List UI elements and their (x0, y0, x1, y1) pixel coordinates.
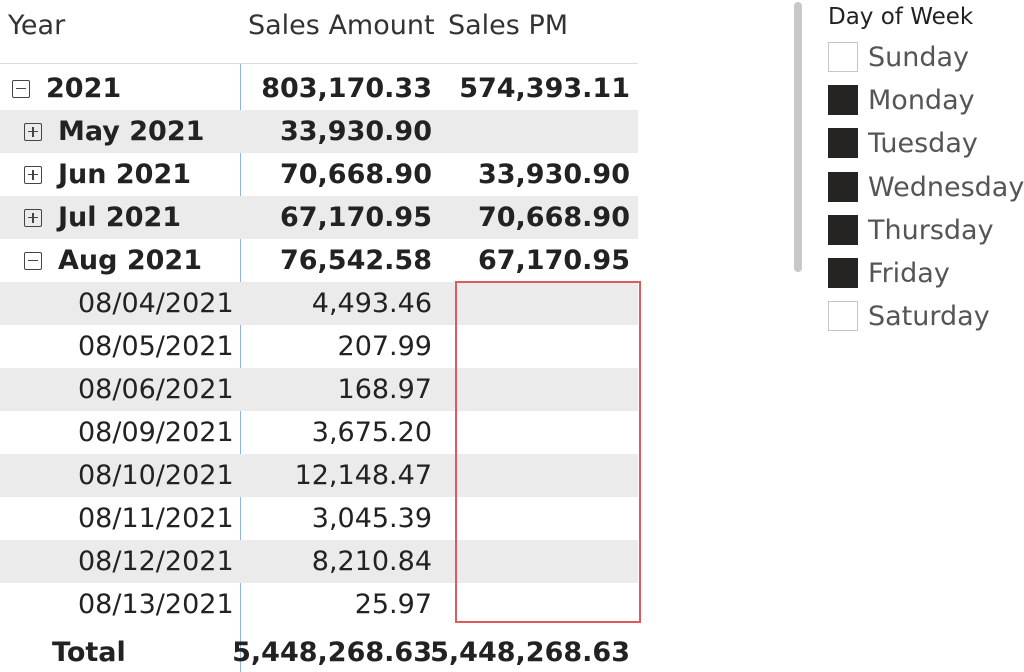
slicer-item-label: Monday (868, 84, 975, 116)
row-month-jul-2021: Jul 2021 67,170.95 70,668.90 (0, 196, 640, 239)
column-header-year[interactable]: Year (8, 9, 66, 41)
row-header-jun-2021: Jun 2021 (0, 153, 262, 196)
row-label: 08/10/2021 (78, 460, 234, 491)
collapse-icon[interactable] (24, 251, 42, 270)
row-day-08-13-2021: 08/13/2021 25.97 (0, 583, 640, 626)
expand-icon[interactable] (24, 122, 42, 141)
column-header-sales-pm[interactable]: Sales PM (448, 9, 569, 41)
sales-amount-value: 76,542.58 (279, 245, 432, 276)
total-sales-amount: 5,448,268.63 (232, 636, 432, 668)
matrix-header-row: Year Sales Amount Sales PM (0, 4, 640, 46)
header-divider (0, 63, 638, 64)
sales-pm-value: 574,393.11 (459, 73, 630, 104)
row-day-08-04-2021: 08/04/2021 4,493.46 (0, 282, 640, 325)
checkbox-icon[interactable] (828, 128, 858, 158)
row-day-08-06-2021: 08/06/2021 168.97 (0, 368, 640, 411)
sales-pm-value (440, 497, 630, 540)
slicer-item-friday[interactable]: Friday (828, 257, 950, 289)
sales-pm-value (440, 368, 630, 411)
slicer-item-thursday[interactable]: Thursday (828, 214, 994, 246)
total-sales-pm: 5,448,268.63 (430, 636, 630, 668)
row-label: 08/09/2021 (78, 417, 234, 448)
row-day-08-05-2021: 08/05/2021 207.99 (0, 325, 640, 368)
row-month-may-2021: May 2021 33,930.90 (0, 110, 640, 153)
checkbox-icon[interactable] (828, 42, 858, 72)
row-header-2021: 2021 (0, 67, 250, 110)
row-day-08-09-2021: 08/09/2021 3,675.20 (0, 411, 640, 454)
sales-pm-value: 67,170.95 (477, 245, 630, 276)
sales-pm-value (440, 325, 630, 368)
total-label: Total (52, 636, 126, 668)
sales-pm-value: 33,930.90 (477, 159, 630, 190)
slicer-item-saturday[interactable]: Saturday (828, 300, 990, 332)
checkbox-icon[interactable] (828, 258, 858, 288)
checkbox-icon[interactable] (828, 301, 858, 331)
row-header-aug-2021: Aug 2021 (0, 239, 262, 282)
row-label: 2021 (46, 73, 122, 104)
slicer-item-label: Wednesday (868, 171, 1024, 203)
collapse-icon[interactable] (12, 79, 30, 98)
sales-amount-value: 168.97 (337, 374, 432, 405)
row-month-aug-2021: Aug 2021 76,542.58 67,170.95 (0, 239, 640, 282)
sales-pm-value (440, 454, 630, 497)
sales-amount-value: 8,210.84 (311, 546, 432, 577)
row-label: 08/11/2021 (78, 503, 234, 534)
checkbox-icon[interactable] (828, 85, 858, 115)
row-label: 08/12/2021 (78, 546, 234, 577)
slicer-item-label: Thursday (868, 214, 994, 246)
sales-amount-value: 3,675.20 (311, 417, 432, 448)
row-day-08-12-2021: 08/12/2021 8,210.84 (0, 540, 640, 583)
slicer-scrollbar[interactable] (794, 2, 802, 272)
sales-pm-value (440, 540, 630, 583)
sales-pm-value: 70,668.90 (477, 202, 630, 233)
slicer-item-label: Tuesday (868, 127, 978, 159)
sales-amount-value: 803,170.33 (261, 73, 432, 104)
row-label: 08/06/2021 (78, 374, 234, 405)
checkbox-icon[interactable] (828, 172, 858, 202)
sales-amount-value: 12,148.47 (294, 460, 432, 491)
day-of-week-slicer: Day of Week Sunday Monday Tuesday Wednes… (790, 0, 1024, 340)
row-year-2021: 2021 803,170.33 574,393.11 (0, 67, 640, 110)
sales-amount-value: 4,493.46 (311, 288, 432, 319)
slicer-item-label: Friday (868, 257, 950, 289)
sales-amount-value: 70,668.90 (279, 159, 432, 190)
row-label: Jun 2021 (58, 159, 192, 190)
row-label: 08/13/2021 (78, 589, 234, 620)
row-label: Jul 2021 (58, 202, 182, 233)
sales-amount-value: 207.99 (337, 331, 432, 362)
sales-pm-value (440, 282, 630, 325)
slicer-item-label: Sunday (868, 41, 970, 73)
sales-pm-value (440, 583, 630, 626)
row-month-jun-2021: Jun 2021 70,668.90 33,930.90 (0, 153, 640, 196)
row-day-08-11-2021: 08/11/2021 3,045.39 (0, 497, 640, 540)
checkbox-icon[interactable] (828, 215, 858, 245)
slicer-item-monday[interactable]: Monday (828, 84, 975, 116)
row-label: 08/04/2021 (78, 288, 234, 319)
sales-amount-value: 33,930.90 (279, 116, 432, 147)
expand-icon[interactable] (24, 208, 42, 227)
slicer-item-sunday[interactable]: Sunday (828, 41, 969, 73)
slicer-title: Day of Week (828, 4, 974, 30)
row-label: May 2021 (58, 116, 205, 147)
sales-amount-value: 3,045.39 (311, 503, 432, 534)
sales-pm-value (440, 110, 630, 153)
row-header-may-2021: May 2021 (0, 110, 262, 153)
slicer-item-tuesday[interactable]: Tuesday (828, 127, 978, 159)
row-total: Total 5,448,268.63 5,448,268.63 (0, 631, 640, 672)
sales-pm-value (440, 411, 630, 454)
sales-amount-value: 25.97 (354, 589, 432, 620)
row-label: Aug 2021 (58, 245, 202, 276)
sales-amount-value: 67,170.95 (279, 202, 432, 233)
expand-icon[interactable] (24, 165, 42, 184)
row-header-jul-2021: Jul 2021 (0, 196, 262, 239)
column-header-sales-amount[interactable]: Sales Amount (248, 9, 435, 41)
slicer-item-wednesday[interactable]: Wednesday (828, 171, 1024, 203)
sales-matrix: Year Sales Amount Sales PM 2021 803,170.… (0, 4, 641, 672)
row-label: 08/05/2021 (78, 331, 234, 362)
slicer-item-label: Saturday (868, 300, 990, 332)
row-day-08-10-2021: 08/10/2021 12,148.47 (0, 454, 640, 497)
